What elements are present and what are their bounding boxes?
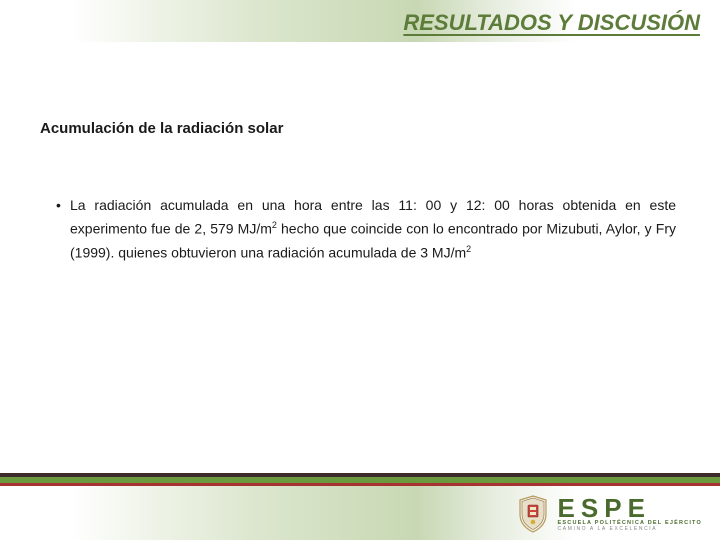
logo-text-block: ESPE ESCUELA POLITÉCNICA DEL EJÉRCITO CA…	[558, 496, 702, 533]
shield-icon	[516, 494, 550, 534]
paragraph: La radiación acumulada en una hora entre…	[70, 195, 676, 262]
footer-divider	[0, 473, 720, 486]
logo-letters: ESPE	[558, 496, 702, 521]
subtitle: Acumulación de la radiación solar	[40, 120, 680, 137]
institution-logo: ESPE ESCUELA POLITÉCNICA DEL EJÉRCITO CA…	[516, 494, 702, 534]
body-text-block: • La radiación acumulada en una hora ent…	[56, 195, 676, 262]
section-title: RESULTADOS Y DISCUSIÓN	[403, 10, 700, 35]
bullet-glyph: •	[56, 195, 70, 215]
header-title-container: RESULTADOS Y DISCUSIÓN	[300, 10, 700, 36]
footer-bar-red	[0, 483, 720, 486]
bullet-item: • La radiación acumulada en una hora ent…	[56, 195, 676, 262]
logo-subtitle-2: CAMINO A LA EXCELENCIA	[558, 526, 702, 532]
